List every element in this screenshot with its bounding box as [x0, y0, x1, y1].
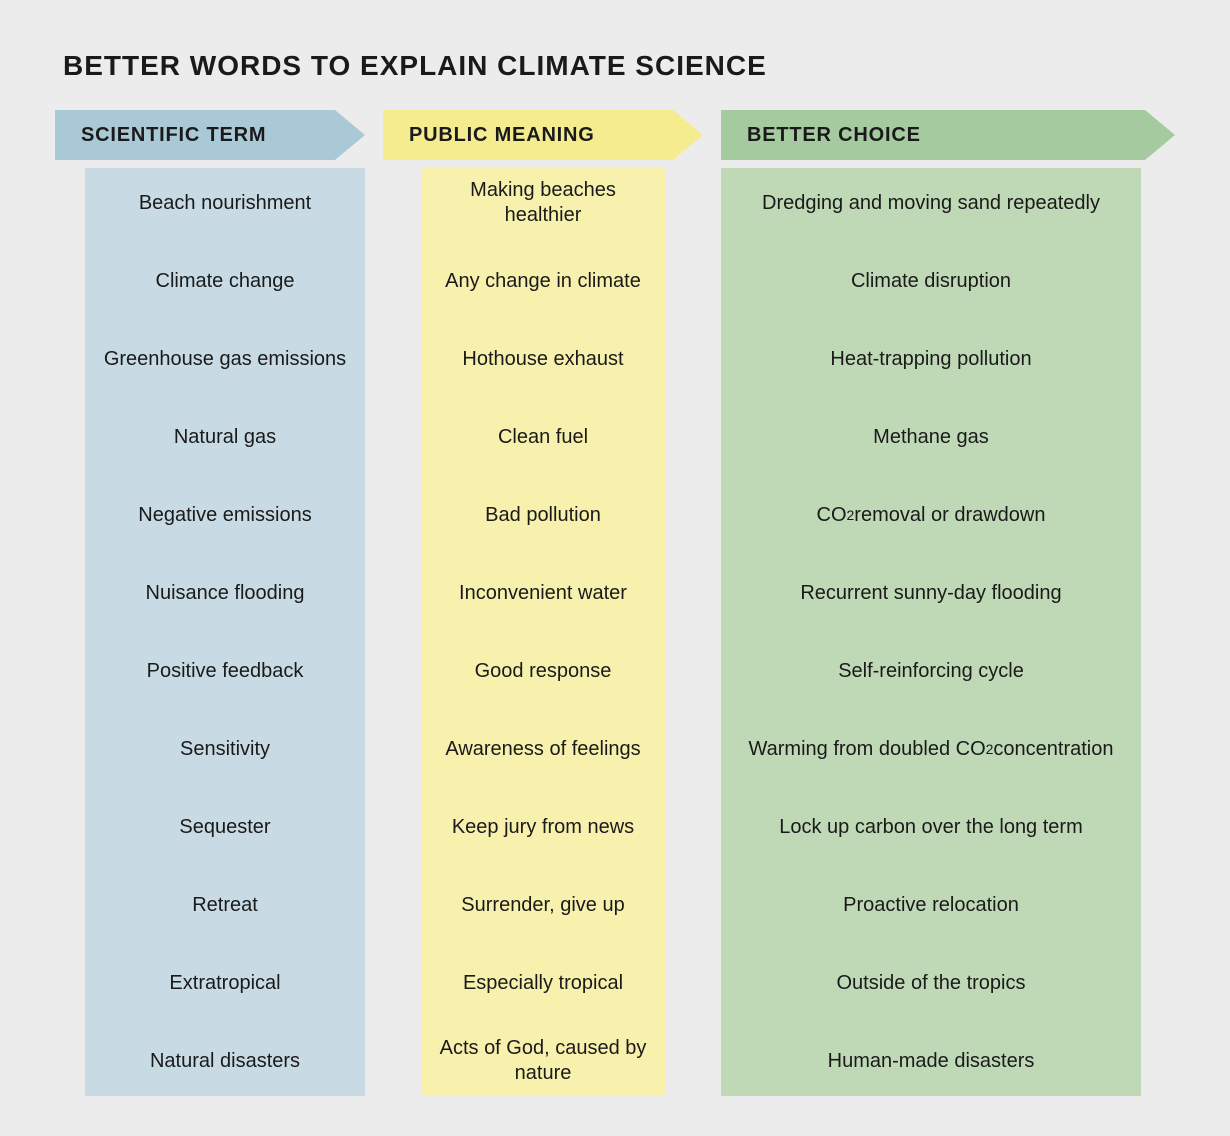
cell-text: Human-made disasters — [721, 1026, 1141, 1096]
cell-better: Self-reinforcing cycle — [721, 636, 1175, 706]
column-header-public: PUBLIC MEANING — [383, 110, 703, 160]
cell-better: Dredging and moving sand repeatedly — [721, 168, 1175, 238]
cell-public: Any change in climate — [383, 246, 703, 316]
cell-text: Especially tropical — [421, 948, 665, 1018]
table-row: Greenhouse gas emissions Hothouse exhaust… — [55, 324, 1175, 394]
cell-scientific: Greenhouse gas emissions — [55, 324, 365, 394]
cell-better: Proactive relocation — [721, 870, 1175, 940]
cell-public: Surrender, give up — [383, 870, 703, 940]
cell-text: Heat-trapping pollution — [721, 324, 1141, 394]
cell-public: Especially tropical — [383, 948, 703, 1018]
terminology-table: SCIENTIFIC TERM PUBLIC MEANING BETTER CH… — [55, 110, 1175, 1096]
table-row: Natural disasters Acts of God, caused by … — [55, 1026, 1175, 1096]
cell-scientific: Beach nourishment — [55, 168, 365, 238]
cell-text: Nuisance flooding — [85, 558, 365, 628]
cell-text: Good response — [421, 636, 665, 706]
table-row: Natural gas Clean fuel Methane gas — [55, 402, 1175, 472]
cell-scientific: Climate change — [55, 246, 365, 316]
cell-better: Heat-trapping pollution — [721, 324, 1175, 394]
cell-text: Extratropical — [85, 948, 365, 1018]
cell-better: Outside of the tropics — [721, 948, 1175, 1018]
cell-public: Making beaches healthier — [383, 168, 703, 238]
cell-text: Natural disasters — [85, 1026, 365, 1096]
cell-text: Awareness of feelings — [421, 714, 665, 784]
table-row: Positive feedback Good response Self-reinf… — [55, 636, 1175, 706]
cell-public: Inconvenient water — [383, 558, 703, 628]
cell-text: Hothouse exhaust — [421, 324, 665, 394]
cell-text: Retreat — [85, 870, 365, 940]
cell-better: CO2 removal or drawdown — [721, 480, 1175, 550]
page-title: BETTER WORDS TO EXPLAIN CLIMATE SCIENCE — [63, 50, 1175, 82]
cell-scientific: Negative emissions — [55, 480, 365, 550]
cell-text: Climate disruption — [721, 246, 1141, 316]
column-header-label: PUBLIC MEANING — [409, 124, 595, 147]
cell-text: Sequester — [85, 792, 365, 862]
cell-better: Methane gas — [721, 402, 1175, 472]
cell-better: Lock up carbon over the long term — [721, 792, 1175, 862]
cell-public: Bad pollution — [383, 480, 703, 550]
cell-text: Beach nourishment — [85, 168, 365, 238]
cell-text: Keep jury from news — [421, 792, 665, 862]
table-header-row: SCIENTIFIC TERM PUBLIC MEANING BETTER CH… — [55, 110, 1175, 160]
cell-better: Human-made disasters — [721, 1026, 1175, 1096]
cell-scientific: Sequester — [55, 792, 365, 862]
cell-public: Hothouse exhaust — [383, 324, 703, 394]
cell-text: Self-reinforcing cycle — [721, 636, 1141, 706]
table-row: Retreat Surrender, give up Proactive reloc… — [55, 870, 1175, 940]
cell-text: Bad pollution — [421, 480, 665, 550]
cell-scientific: Natural gas — [55, 402, 365, 472]
cell-text: Inconvenient water — [421, 558, 665, 628]
cell-text: Positive feedback — [85, 636, 365, 706]
cell-text: Greenhouse gas emissions — [85, 324, 365, 394]
table-row: Beach nourishment Making beaches healthie… — [55, 168, 1175, 238]
cell-scientific: Retreat — [55, 870, 365, 940]
cell-text: Recurrent sunny-day flooding — [721, 558, 1141, 628]
cell-public: Clean fuel — [383, 402, 703, 472]
cell-text: Sensitivity — [85, 714, 365, 784]
column-header-better: BETTER CHOICE — [721, 110, 1175, 160]
cell-text: Any change in climate — [421, 246, 665, 316]
column-header-scientific: SCIENTIFIC TERM — [55, 110, 365, 160]
table-row: Nuisance flooding Inconvenient water Recur… — [55, 558, 1175, 628]
cell-better: Climate disruption — [721, 246, 1175, 316]
cell-text: Outside of the tropics — [721, 948, 1141, 1018]
cell-scientific: Extratropical — [55, 948, 365, 1018]
cell-text: Acts of God, caused by nature — [421, 1026, 665, 1096]
cell-text: Dredging and moving sand repeatedly — [721, 168, 1141, 238]
cell-text: Negative emissions — [85, 480, 365, 550]
cell-text: CO2 removal or drawdown — [721, 480, 1141, 550]
table-body: Beach nourishment Making beaches healthie… — [55, 168, 1175, 1096]
cell-text: Proactive relocation — [721, 870, 1141, 940]
column-header-label: BETTER CHOICE — [747, 124, 921, 147]
cell-scientific: Nuisance flooding — [55, 558, 365, 628]
table-row: Sequester Keep jury from news Lock up carb… — [55, 792, 1175, 862]
cell-text: Clean fuel — [421, 402, 665, 472]
cell-public: Acts of God, caused by nature — [383, 1026, 703, 1096]
cell-public: Good response — [383, 636, 703, 706]
cell-better: Recurrent sunny-day flooding — [721, 558, 1175, 628]
table-row: Negative emissions Bad pollution CO2 remov… — [55, 480, 1175, 550]
cell-better: Warming from doubled CO2 concentration — [721, 714, 1175, 784]
cell-scientific: Positive feedback — [55, 636, 365, 706]
table-row: Climate change Any change in climate Clima… — [55, 246, 1175, 316]
table-row: Extratropical Especially tropical Outside … — [55, 948, 1175, 1018]
cell-text: Making beaches healthier — [421, 168, 665, 238]
cell-scientific: Sensitivity — [55, 714, 365, 784]
cell-text: Natural gas — [85, 402, 365, 472]
cell-text: Warming from doubled CO2 concentration — [721, 714, 1141, 784]
cell-text: Surrender, give up — [421, 870, 665, 940]
cell-scientific: Natural disasters — [55, 1026, 365, 1096]
column-header-label: SCIENTIFIC TERM — [81, 124, 266, 147]
cell-text: Lock up carbon over the long term — [721, 792, 1141, 862]
table-row: Sensitivity Awareness of feelings Warming … — [55, 714, 1175, 784]
cell-text: Methane gas — [721, 402, 1141, 472]
cell-public: Keep jury from news — [383, 792, 703, 862]
cell-public: Awareness of feelings — [383, 714, 703, 784]
cell-text: Climate change — [85, 246, 365, 316]
